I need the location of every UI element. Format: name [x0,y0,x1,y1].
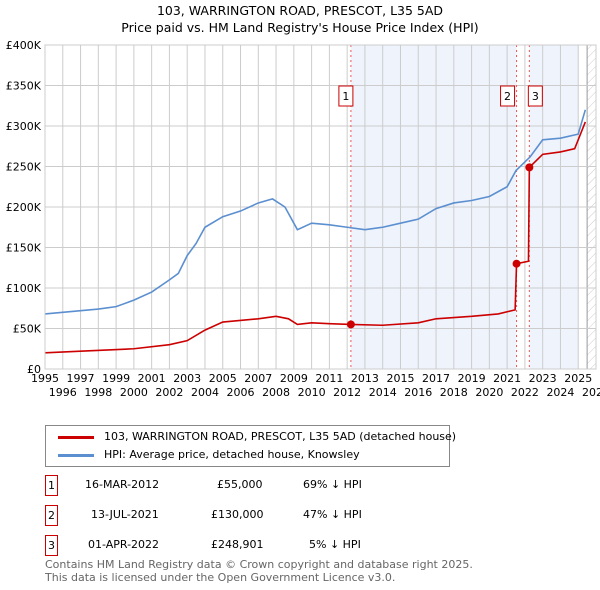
y-tick-label: £350K [6,80,42,93]
x-tick-label: 2000 [120,386,148,399]
x-tick-label: 2020 [475,386,503,399]
date: 16-MAR-2012 [85,478,160,491]
x-tick-label: 2007 [244,372,272,385]
sale-point [346,320,355,329]
date: 13-JUL-2021 [91,508,159,521]
hpi-diff: 5% ↓ HPI [309,538,361,551]
x-tick-label: 2022 [511,386,539,399]
x-tick-label: 2013 [351,372,379,385]
x-tick-label: 2021 [493,372,521,385]
price: £130,000 [211,508,264,521]
x-tick-label: 2004 [191,386,219,399]
x-tick-label: 2003 [173,372,201,385]
x-tick-label: 1997 [67,372,95,385]
hpi-diff: 69% ↓ HPI [303,478,362,491]
sale-label: 1 [342,90,349,103]
sale-label-box [527,85,543,107]
x-tick-label: 1999 [102,372,130,385]
x-tick-label: 2010 [298,386,326,399]
legend-item-property: 103, WARRINGTON ROAD, PRESCOT, L35 5AD (… [58,430,456,444]
legend-label: 103, WARRINGTON ROAD, PRESCOT, L35 5AD (… [104,430,457,443]
x-tick-label: 2016 [404,386,432,399]
chart-subtitle: Price paid vs. HM Land Registry's House … [121,20,479,35]
x-tick-label: 2015 [386,372,414,385]
x-tick-label: 1995 [31,372,59,385]
price: £55,000 [217,478,263,491]
x-tick-label: 2025 [564,372,592,385]
legend: 103, WARRINGTON ROAD, PRESCOT, L35 5AD (… [45,425,456,467]
sale-point [525,163,534,172]
transaction-row: 2 13-JUL-2021 £130,000 47% ↓ HPI [45,505,465,527]
marker-badge: 1 [45,475,58,496]
hpi-diff: 47% ↓ HPI [303,508,362,521]
transaction-row: 3 01-APR-2022 £248,901 5% ↓ HPI [45,535,465,557]
sale-point [512,259,521,268]
footer-line: Contains HM Land Registry data © Crown c… [45,558,473,571]
x-tick-label: 2026 [582,386,600,399]
y-tick-label: £50K [13,323,42,336]
sale-label-box [338,85,354,107]
x-tick-label: 2024 [546,386,574,399]
chart-title: 103, WARRINGTON ROAD, PRESCOT, L35 5AD [156,3,444,18]
marker-badge: 2 [45,505,58,526]
y-tick-label: £150K [6,242,42,255]
x-tick-label: 2014 [369,386,397,399]
sale-label-box [500,85,516,107]
footer: Contains HM Land Registry data © Crown c… [45,558,473,584]
x-tick-label: 2023 [529,372,557,385]
y-tick-label: £100K [6,282,42,295]
x-tick-label: 2008 [262,386,290,399]
sale-label: 2 [504,90,511,103]
x-tick-label: 2009 [280,372,308,385]
x-tick-label: 2012 [333,386,361,399]
x-tick-label: 2018 [440,386,468,399]
x-tick-label: 1998 [84,386,112,399]
legend-label: HPI: Average price, detached house, Know… [104,448,360,461]
x-tick-label: 2002 [155,386,183,399]
price-chart: 1995199619971998199920002001200220032004… [6,39,600,399]
x-tick-label: 2005 [209,372,237,385]
x-tick-label: 1996 [49,386,77,399]
x-tick-label: 2017 [422,372,450,385]
legend-item-hpi: HPI: Average price, detached house, Know… [58,448,360,462]
series-line [44,109,587,315]
plot-frame [44,44,597,370]
x-tick-label: 2011 [315,372,343,385]
y-tick-label: £300K [6,120,42,133]
y-tick-label: £250K [6,161,42,174]
transaction-row: 1 16-MAR-2012 £55,000 69% ↓ HPI [45,475,465,497]
sale-label: 3 [532,90,539,103]
y-tick-label: £200K [6,201,42,214]
x-tick-label: 2001 [138,372,166,385]
date: 01-APR-2022 [88,538,160,551]
y-tick-label: £400K [6,39,42,52]
y-tick-label: £0 [27,363,41,376]
x-tick-label: 2006 [227,386,255,399]
x-tick-label: 2019 [458,372,486,385]
marker-badge: 3 [45,535,58,556]
footer-line: This data is licensed under the Open Gov… [45,571,396,584]
price: £248,901 [211,538,264,551]
